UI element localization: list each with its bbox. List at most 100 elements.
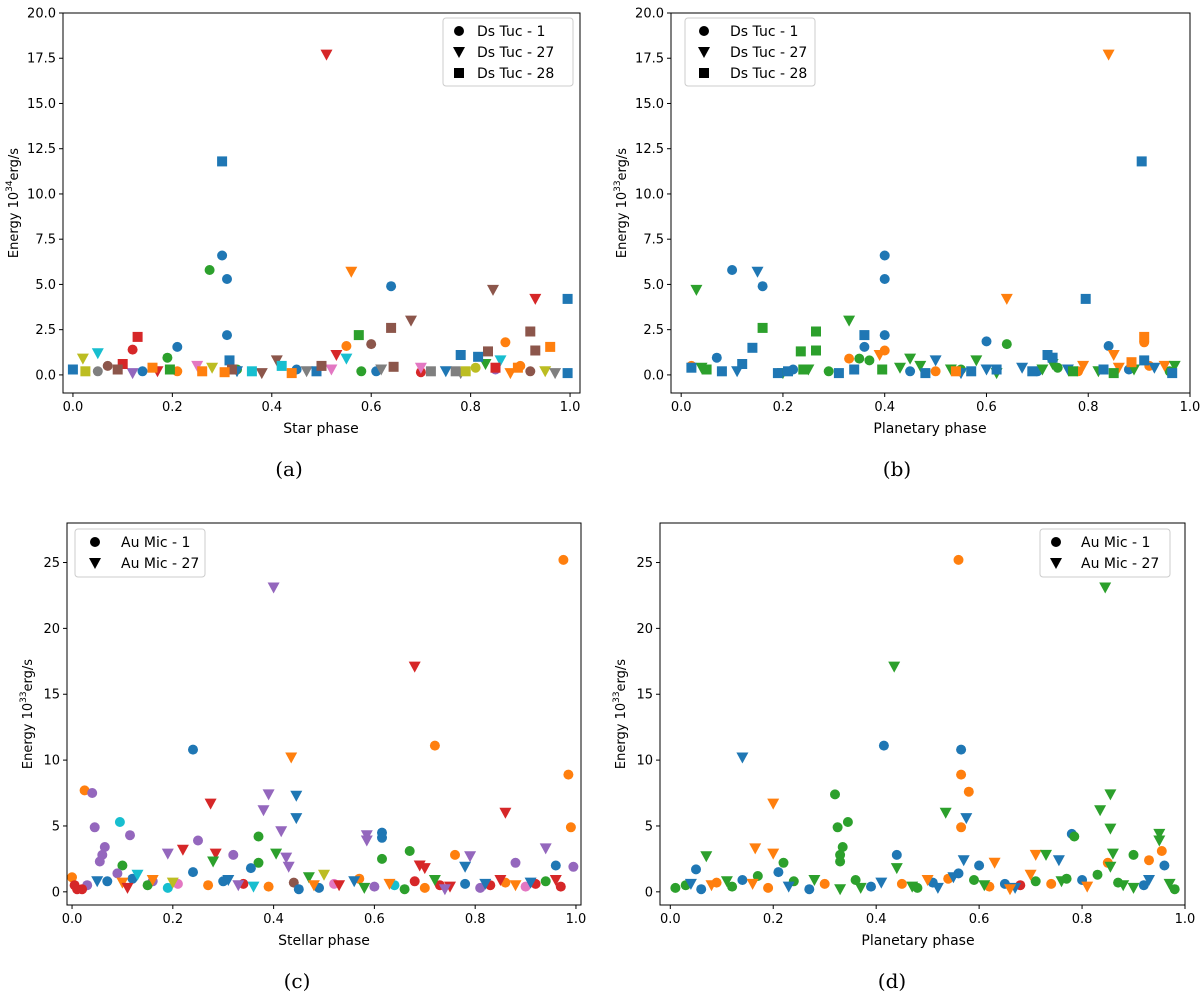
panel-c-ytick-label-1: 5 <box>52 819 60 834</box>
panel-d-point-circle-17 <box>835 856 846 867</box>
panel-a-xaxis: 0.0 0.2 0.4 0.6 0.8 1.0 <box>63 393 581 415</box>
panel-d-ylabel: Energy 1033erg/s <box>612 659 629 769</box>
panel-c-point-circle-24 <box>568 861 579 872</box>
panel-a-axes-frame <box>62 12 581 394</box>
panel-d-ytick-label-3: 15 <box>636 688 653 703</box>
panel-b-xaxis: 0.0 0.2 0.4 0.6 0.8 1.0 <box>671 393 1200 415</box>
panel-c-point-triangle-99 <box>428 875 441 886</box>
panel-b-yaxis: 0.0 2.5 5.0 7.5 10.0 12.5 15.0 17.5 20.0 <box>635 7 671 383</box>
panel-c-point-triangle-89 <box>91 876 104 888</box>
panel-a-point-square-81 <box>512 362 523 373</box>
panel-b-point-square-75 <box>772 368 783 379</box>
panel-b-point-triangle-38 <box>894 362 906 374</box>
panel-d-point-circle-26 <box>1092 869 1103 880</box>
panel-b-point-square-61 <box>811 326 821 337</box>
panel-c-point-circle-3 <box>563 769 574 780</box>
panel-a-point-square-57 <box>530 345 541 356</box>
panel-a-point-triangle-38 <box>439 366 452 378</box>
panel-a-point-triangle-48 <box>325 364 338 376</box>
panel-b-xtick-label-0: 0.0 <box>671 400 692 415</box>
panel-d-point-triangle-56 <box>736 752 749 764</box>
panel-c-point-triangle-75 <box>539 843 552 855</box>
panel-b-legend-label-3: Ds Tuc - 28 <box>730 66 807 82</box>
panel-d-point-circle-1 <box>878 740 889 751</box>
panel-b-xtick-label-4: 0.8 <box>1078 400 1099 415</box>
panel-d-point-triangle-86 <box>906 881 919 893</box>
panel-c-point-circle-60 <box>77 884 88 895</box>
panel-b-point-circle-13 <box>854 353 865 364</box>
panel-c-point-triangle-87 <box>131 869 144 881</box>
panel-a-point-circle-10 <box>500 337 511 348</box>
panel-b-legend-label-2: Ds Tuc - 27 <box>730 45 807 61</box>
panel-b-point-square-85 <box>1027 366 1038 377</box>
panel-d-point-circle-36 <box>819 878 830 889</box>
panel-a: 0.0 0.2 0.4 0.6 0.8 1.0 0.0 2.5 5.0 7.5 10.0 12.5 1… <box>5 7 581 481</box>
panel-c-point-triangle-77 <box>209 848 222 860</box>
panel-c-point-circle-19 <box>450 849 460 860</box>
panel-d-xtick-label-4: 0.8 <box>1072 912 1093 927</box>
panel-d-point-triangle-74 <box>1106 848 1119 860</box>
panel-a-point-square-68 <box>197 366 208 377</box>
panel-a-point-triangle-28 <box>529 293 542 305</box>
panel-a-point-circle-16 <box>470 362 481 373</box>
panel-a-point-triangle-41 <box>494 355 507 367</box>
panel-d-legend: Au Mic - 1 Au Mic - 27 <box>1039 528 1171 578</box>
panel-d-ytick-label-2: 10 <box>636 754 653 769</box>
panel-d-point-circle-37 <box>850 875 861 885</box>
panel-c-point-triangle-95 <box>318 869 330 881</box>
panel-d-point-circle-2 <box>956 744 967 755</box>
panel-a-point-triangle-31 <box>76 353 89 365</box>
panel-b-xtick-label-5: 1.0 <box>1180 400 1200 415</box>
panel-a-ylabel: Energy 1034erg/s <box>5 148 22 258</box>
panel-b-xtick-label-3: 0.6 <box>976 400 997 415</box>
panel-d-point-triangle-64 <box>1153 835 1166 847</box>
panel-c-point-triangle-98 <box>383 878 396 890</box>
panel-a-point-square-71 <box>246 366 257 377</box>
panel-d-legend-marker-triangle <box>1050 558 1062 569</box>
panel-b-point-circle-8 <box>1103 341 1114 351</box>
panel-a-point-circle-4 <box>386 281 397 292</box>
panel-c-point-circle-21 <box>253 857 264 868</box>
panel-b-point-square-65 <box>811 345 821 356</box>
panel-b-point-triangle-33 <box>1107 350 1120 361</box>
panel-d-point-triangle-77 <box>947 872 960 884</box>
panel-c-point-circle-22 <box>245 863 256 874</box>
panel-d-legend-label-1: Au Mic - 1 <box>1081 535 1150 551</box>
panel-d-point-triangle-83 <box>808 875 821 886</box>
panel-c-point-triangle-91 <box>166 877 179 889</box>
panel-d-point-circle-4 <box>830 789 840 800</box>
panel-d-point-circle-43 <box>969 875 979 885</box>
panel-b-ytick-label-3: 7.5 <box>643 233 664 248</box>
panel-a-point-circle-2 <box>222 330 232 341</box>
panel-c-xaxis: 0.0 0.2 0.4 0.6 0.8 1.0 <box>62 905 586 927</box>
panel-c-xtick-label-2: 0.4 <box>263 912 284 927</box>
panel-b-point-triangle-52 <box>1128 364 1140 376</box>
panel-c-point-triangle-65 <box>285 752 298 764</box>
panel-a-xtick-label-5: 1.0 <box>560 400 581 415</box>
panel-a-point-triangle-25 <box>345 266 358 278</box>
panel-d-point-circle-13 <box>1156 846 1167 856</box>
panel-c-point-circle-62 <box>293 884 304 895</box>
panel-b-point-triangle-31 <box>843 315 856 327</box>
panel-c-point-triangle-83 <box>282 861 295 873</box>
panel-c-ytick-label-2: 10 <box>43 754 60 769</box>
panel-d-point-circle-7 <box>832 822 843 833</box>
panel-d-point-triangle-62 <box>1104 823 1117 835</box>
panel-d-point-triangle-94 <box>1163 878 1176 890</box>
panel-b-point-square-72 <box>686 362 697 373</box>
panel-c-point-circle-12 <box>253 831 264 842</box>
panel-d-xtick-label-0: 0.0 <box>660 912 681 927</box>
panel-d-point-triangle-81 <box>746 878 759 890</box>
panel-d-caption: (d) <box>878 969 906 993</box>
panel-c-ytick-label-4: 20 <box>43 622 60 637</box>
panel-b-point-circle-3 <box>757 281 768 292</box>
panel-c-point-circle-18 <box>404 846 415 856</box>
panel-d-xtick-label-1: 0.2 <box>763 912 784 927</box>
panel-d-point-triangle-67 <box>700 851 713 863</box>
panel-a-point-square-55 <box>132 331 143 342</box>
panel-c: 0.0 0.2 0.4 0.6 0.8 1.0 0 5 10 15 20 25 Stellar ph… <box>19 522 586 993</box>
panel-c-point-triangle-72 <box>275 826 288 838</box>
panel-a-yaxis: 0.0 2.5 5.0 7.5 10.0 12.5 15.0 17.5 20.0 <box>27 7 63 383</box>
panel-b-point-circle-24 <box>823 366 834 377</box>
